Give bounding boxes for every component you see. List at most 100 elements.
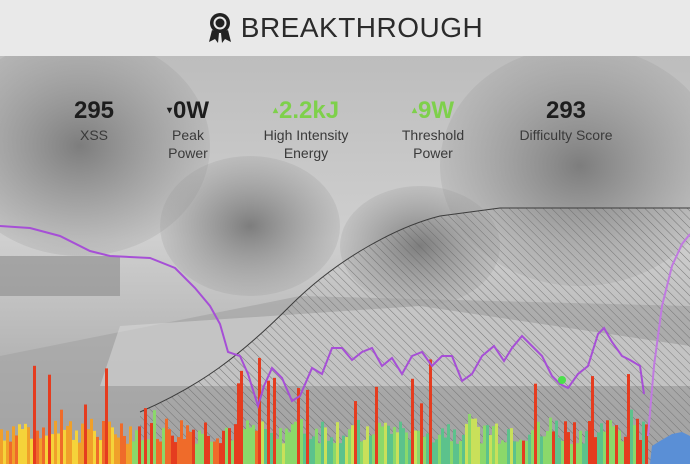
power-bar: [210, 441, 213, 464]
power-bar: [33, 365, 36, 464]
power-bar: [288, 432, 291, 464]
power-bar: [378, 422, 381, 464]
power-bars: [0, 357, 648, 464]
power-bar: [267, 380, 270, 464]
power-bar: [321, 421, 324, 464]
power-bar: [303, 433, 306, 464]
header-bar: BREAKTHROUGH: [0, 0, 690, 56]
power-bar: [63, 429, 66, 464]
power-bar: [168, 429, 171, 464]
power-bar: [417, 430, 420, 464]
power-bar: [570, 443, 573, 464]
power-bar: [591, 376, 594, 464]
power-bar: [576, 443, 579, 464]
power-bar: [123, 435, 126, 464]
power-bar: [171, 435, 174, 464]
trend-up-icon: ▴: [272, 105, 278, 116]
power-bar: [111, 427, 114, 464]
power-bar: [411, 378, 414, 464]
power-bar: [639, 439, 642, 464]
stat-high-intensity-energy: ▴2.2kJ High Intensity Energy: [250, 96, 362, 162]
power-bar: [450, 441, 453, 464]
stat-value-text: 0W: [173, 97, 210, 124]
power-bar: [363, 439, 366, 464]
power-bar: [543, 436, 546, 464]
power-bar: [357, 419, 360, 464]
power-bar: [3, 440, 6, 464]
power-bar: [396, 432, 399, 464]
power-bar: [78, 442, 81, 464]
power-bar: [618, 430, 621, 464]
power-bar: [636, 418, 639, 464]
stat-threshold-power: ▴9W Threshold Power: [388, 96, 478, 162]
power-bar: [201, 433, 204, 464]
cooldown-area: [650, 432, 690, 464]
power-bar: [297, 388, 300, 464]
power-bar: [372, 434, 375, 464]
power-bar: [81, 423, 84, 464]
power-bar: [117, 437, 120, 464]
power-bar: [465, 423, 468, 464]
stat-value-text: 2.2kJ: [278, 97, 340, 124]
power-bar: [21, 429, 24, 464]
power-bar: [228, 428, 231, 464]
stat-value-text: 9W: [418, 97, 455, 124]
trend-down-icon: ▾: [166, 105, 173, 116]
stat-label-line1: Peak: [172, 127, 204, 143]
breakthrough-marker: [558, 376, 566, 384]
power-bar: [345, 437, 348, 464]
power-bar: [558, 437, 561, 464]
power-bar: [435, 439, 438, 464]
power-bar: [165, 418, 168, 464]
power-bar: [444, 437, 447, 464]
power-bar: [180, 420, 183, 464]
power-bar: [12, 426, 15, 464]
power-bar: [474, 418, 477, 464]
power-bar: [477, 426, 480, 464]
power-bar: [18, 424, 21, 464]
mpa-line-recovery: [647, 233, 690, 437]
power-bar: [132, 441, 135, 464]
power-bar: [27, 427, 30, 464]
power-bar: [354, 401, 357, 464]
power-bar: [429, 359, 432, 464]
power-bar: [333, 443, 336, 464]
power-bar: [324, 427, 327, 464]
power-bar: [564, 421, 567, 464]
power-bar: [546, 431, 549, 464]
power-bar: [93, 430, 96, 464]
power-bar: [348, 429, 351, 464]
power-bar: [534, 383, 537, 464]
power-bar: [141, 440, 144, 464]
power-bar: [339, 443, 342, 464]
power-bar: [153, 410, 156, 464]
power-bar: [594, 437, 597, 464]
stat-difficulty-score: 293 Difficulty Score: [506, 96, 626, 144]
power-bar: [285, 428, 288, 464]
power-bar: [642, 421, 645, 464]
stat-label-line2: Power: [168, 145, 208, 161]
power-bar: [483, 425, 486, 464]
stat-label-line1: Threshold: [401, 127, 465, 143]
power-bar: [186, 425, 189, 464]
stat-label: Difficulty Score: [519, 127, 613, 143]
power-bar: [0, 429, 3, 464]
power-bar: [264, 428, 267, 464]
power-bar: [300, 419, 303, 464]
stat-value: 295: [73, 97, 115, 124]
power-bar: [627, 374, 630, 464]
power-bar: [366, 426, 369, 464]
power-bar: [177, 437, 180, 464]
power-bar: [108, 421, 111, 464]
power-bar: [510, 428, 513, 464]
stat-label-line2: Energy: [283, 145, 329, 161]
power-bar: [492, 426, 495, 464]
power-bar: [159, 441, 162, 464]
stat-xss: 295 XSS: [62, 96, 126, 144]
power-bar: [231, 440, 234, 464]
power-bar: [114, 434, 117, 464]
power-bar: [360, 441, 363, 464]
power-bar: [432, 442, 435, 464]
power-bar: [402, 428, 405, 464]
power-bar: [633, 424, 636, 464]
